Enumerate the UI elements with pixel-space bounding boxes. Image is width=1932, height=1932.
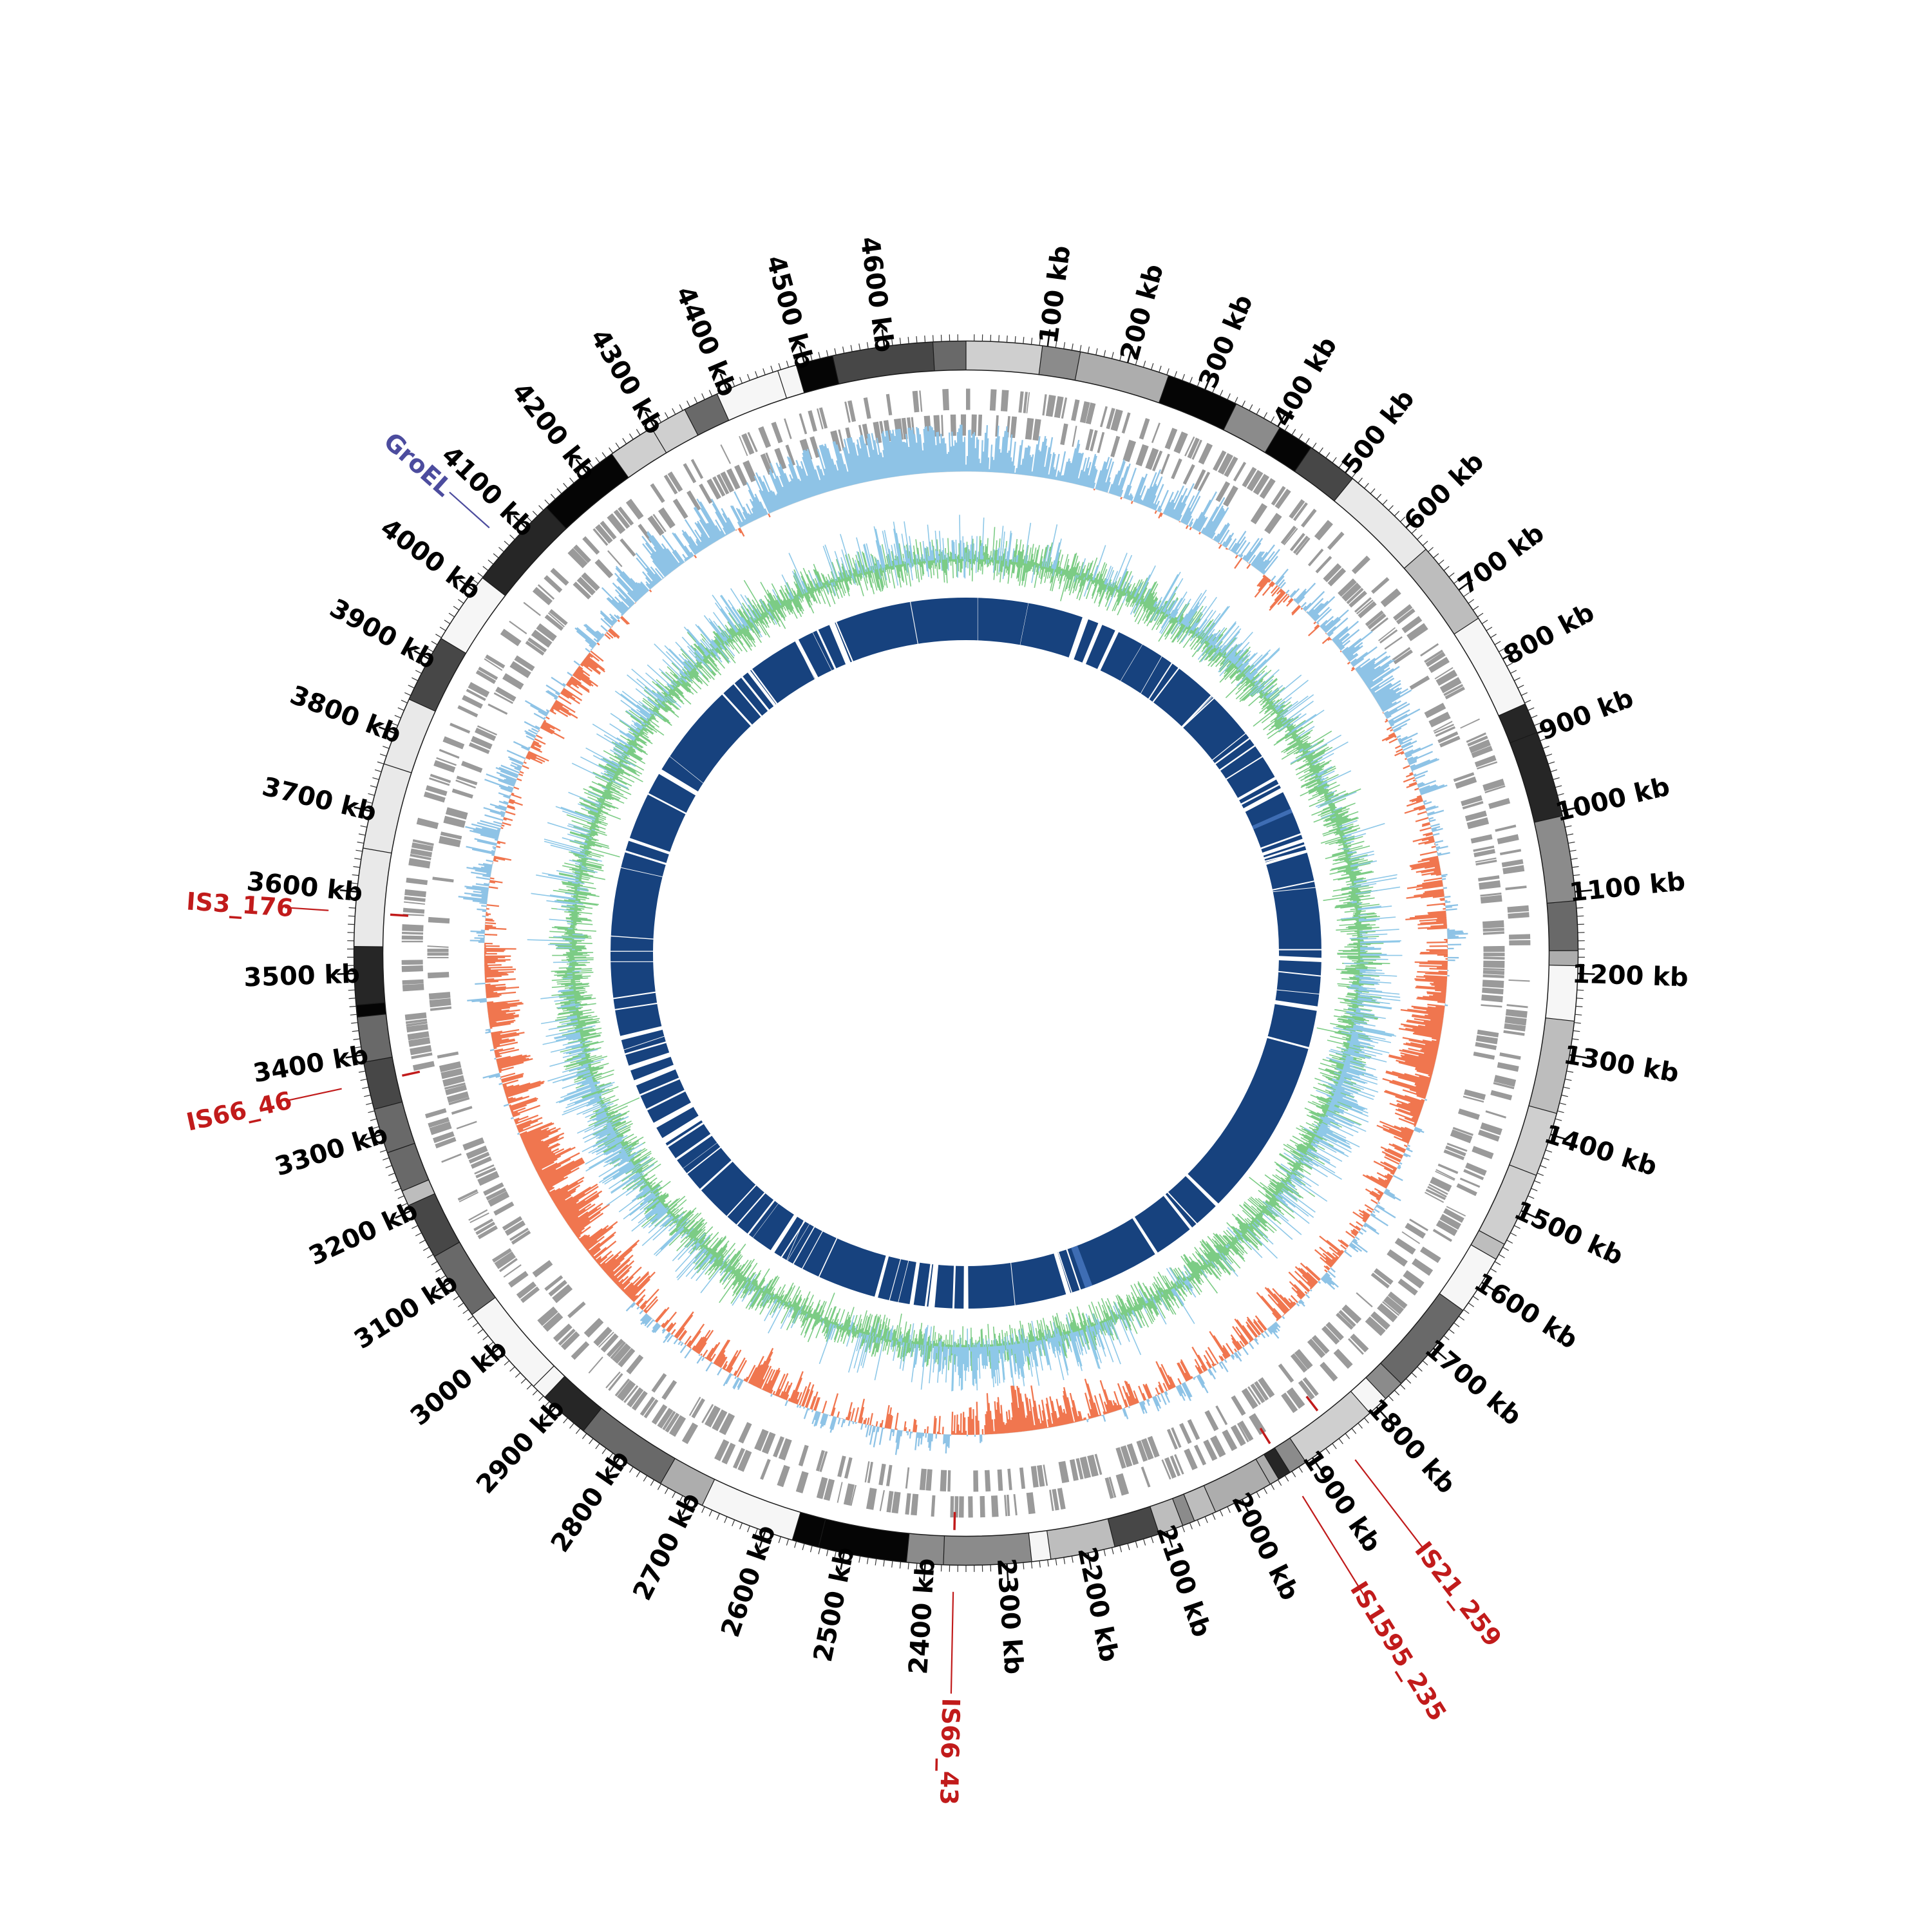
tick-label: 2300 kb	[991, 1557, 1028, 1675]
gc-content-ring	[527, 515, 1403, 1392]
tick-label: 700 kb	[1453, 518, 1549, 601]
tick-label: 2900 kb	[471, 1394, 571, 1500]
tick-label: 2700 kb	[627, 1488, 706, 1605]
tick-label: 3700 kb	[260, 772, 379, 828]
annotation-leader-line	[950, 1591, 954, 1694]
tick-label: 1400 kb	[1540, 1119, 1660, 1182]
tick-label: 3300 kb	[272, 1119, 392, 1182]
coverage-ring	[609, 596, 1323, 1311]
annotation-dash	[1305, 1396, 1319, 1412]
tick-label: 4400 kb	[670, 282, 743, 401]
tick-label: 900 kb	[1535, 683, 1638, 746]
tick-ring	[337, 329, 1595, 1581]
tick-label: 4300 kb	[584, 324, 669, 439]
ideogram-ring	[353, 340, 1579, 1566]
tick-label: 100 kb	[1034, 244, 1077, 345]
annotation-label: IS66_46	[184, 1086, 294, 1136]
tick-label: 2000 kb	[1226, 1488, 1304, 1605]
tick-label: 2400 kb	[904, 1557, 941, 1675]
tick-label: 3400 kb	[251, 1040, 371, 1088]
tick-label: 3200 kb	[305, 1195, 422, 1271]
gc-skew-ring	[458, 424, 1468, 1455]
annotation-leader-line	[285, 907, 329, 911]
tick-label: 1600 kb	[1469, 1267, 1583, 1355]
tick-label: 1300 kb	[1562, 1040, 1681, 1088]
annotation-dash	[953, 1511, 956, 1530]
annotation-label: IS66_43	[934, 1698, 965, 1805]
tick-label: 1000 kb	[1553, 772, 1672, 828]
tick-label: 3500 kb	[243, 960, 361, 993]
annotation-dash	[390, 913, 409, 917]
annotation-dash	[1259, 1427, 1271, 1444]
tick-label: 2100 kb	[1150, 1521, 1217, 1641]
annotation-leader-line	[286, 1088, 342, 1102]
tick-label: 2500 kb	[808, 1544, 860, 1664]
tick-label: 800 kb	[1499, 598, 1599, 671]
tick-label: 4000 kb	[375, 513, 486, 606]
annotation-leader-line	[1302, 1495, 1367, 1600]
tick-label: 500 kb	[1336, 384, 1421, 480]
tick-label: 3900 kb	[325, 593, 440, 675]
tick-label: 1500 kb	[1510, 1195, 1627, 1271]
annotation-leader-line	[1354, 1459, 1424, 1549]
tick-label: 4200 kb	[506, 377, 601, 487]
tick-label: 1800 kb	[1361, 1394, 1461, 1500]
tick-label: 3800 kb	[286, 680, 405, 750]
tick-label: 4500 kb	[760, 252, 819, 372]
tick-label: 3000 kb	[405, 1334, 513, 1432]
tick-label: 2600 kb	[715, 1521, 782, 1641]
tick-label: 1700 kb	[1419, 1334, 1528, 1432]
tick-label: 4600 kb	[855, 235, 900, 354]
annotation-leader-line	[449, 491, 490, 529]
tick-label: 300 kb	[1193, 290, 1259, 393]
tick-label: 200 kb	[1115, 261, 1170, 363]
tick-label: 2800 kb	[545, 1445, 636, 1558]
tick-label: 1100 kb	[1568, 867, 1687, 908]
tick-label: 1200 kb	[1571, 960, 1689, 993]
gene-ring	[401, 388, 1531, 1518]
tick-label: 2200 kb	[1072, 1544, 1124, 1664]
annotation-dash	[402, 1070, 421, 1077]
tick-label: 3100 kb	[349, 1267, 463, 1355]
tick-label: 400 kb	[1267, 332, 1343, 431]
tick-label: 600 kb	[1399, 447, 1490, 536]
annotation-label: IS21_259	[1409, 1537, 1507, 1653]
tick-label: 1900 kb	[1296, 1445, 1387, 1558]
annotation-label: IS1595_235	[1345, 1577, 1452, 1726]
